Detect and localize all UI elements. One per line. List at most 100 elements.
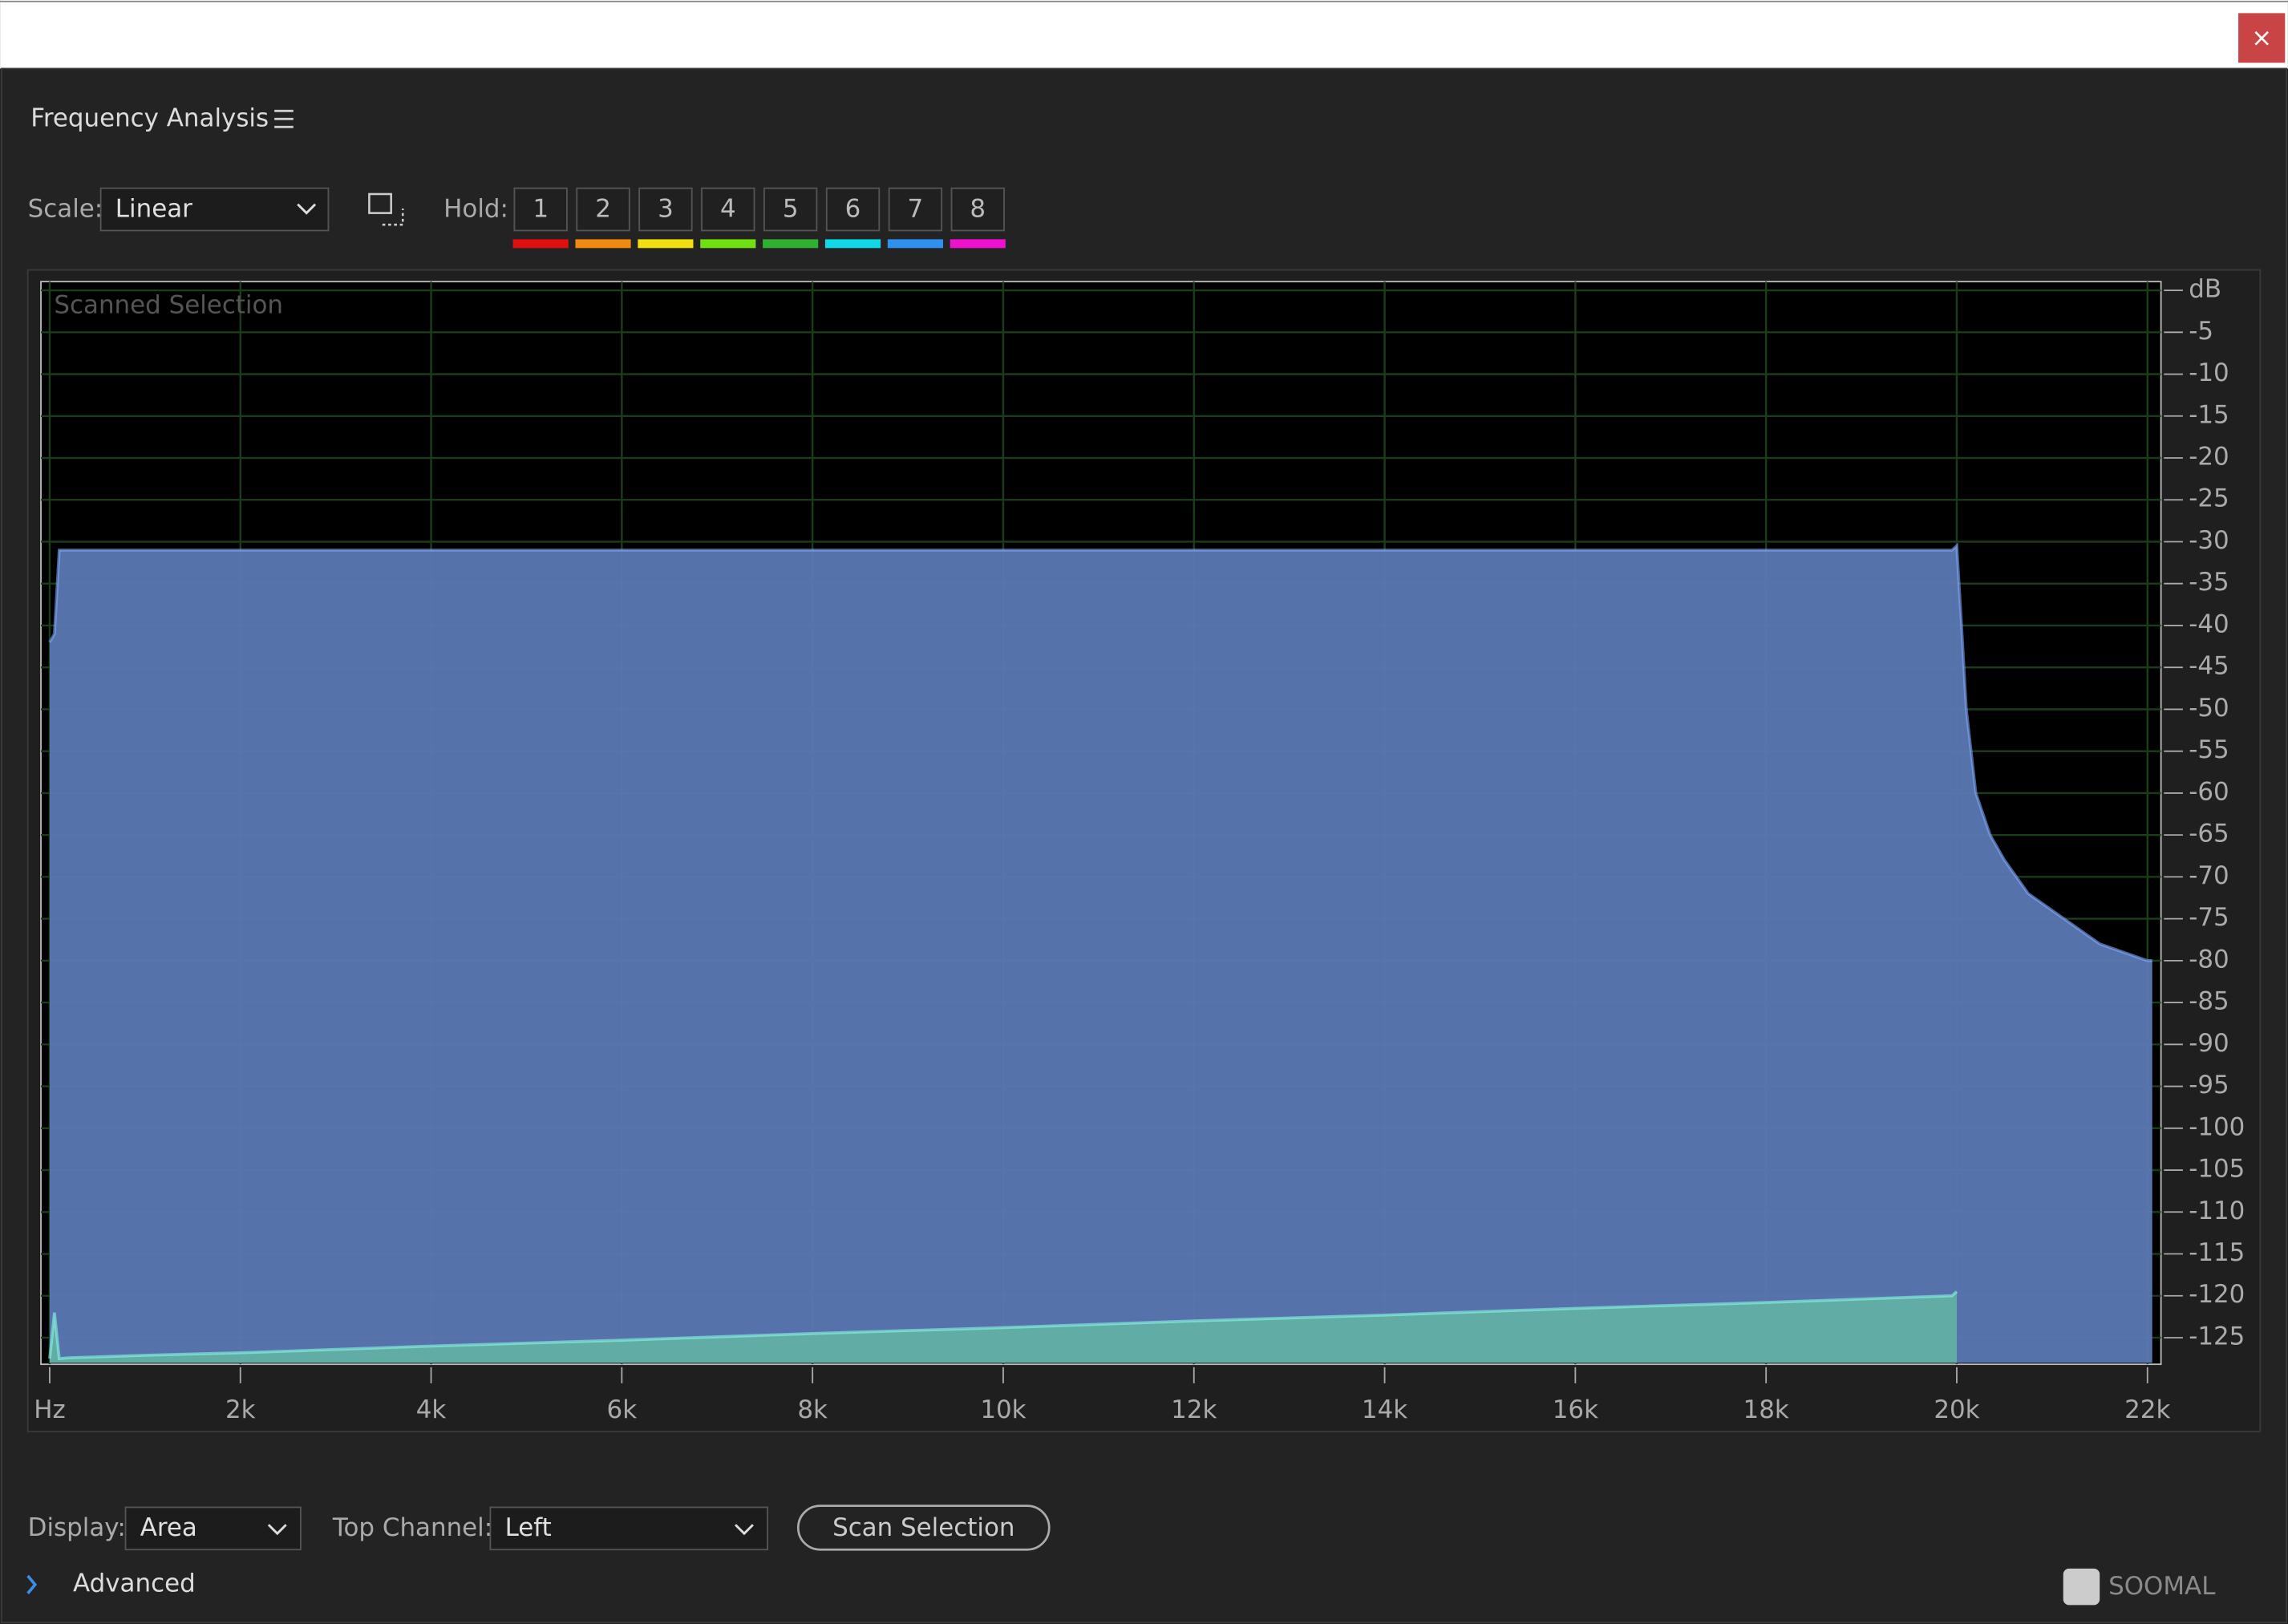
hold-color	[950, 239, 1006, 249]
marks	[48, 542, 2152, 1363]
y-tick-label: -55	[2189, 735, 2229, 764]
button-box	[796, 1505, 1051, 1551]
hold-color	[824, 239, 881, 249]
y-tick-label: -75	[2189, 903, 2229, 932]
y-tick-label: -50	[2189, 694, 2229, 723]
display-label: Display:	[28, 1513, 126, 1542]
hold-button[interactable]: 8	[950, 187, 1006, 249]
x-tick-label: Hz	[34, 1395, 65, 1424]
x-tick-label: 20k	[1934, 1395, 1979, 1424]
icon-dash	[382, 209, 404, 226]
hold-color	[512, 239, 569, 249]
title-bar	[0, 0, 2288, 69]
button-label: Scan Selection	[832, 1513, 1014, 1542]
area	[49, 1291, 1957, 1363]
scale-dropdown[interactable]: Linear	[99, 187, 330, 232]
y-tick-label: -70	[2189, 861, 2229, 890]
y-tick-label: -120	[2189, 1280, 2245, 1309]
x-tick-label: 2k	[225, 1395, 256, 1424]
x-tick-label: 18k	[1743, 1395, 1789, 1424]
area-outline	[48, 1290, 1958, 1361]
y-tick-label: -100	[2189, 1112, 2245, 1141]
y-tick-label: -30	[2189, 526, 2229, 555]
x-tick-label: 14k	[1362, 1395, 1407, 1424]
hold-box	[638, 187, 693, 232]
y-tick-label: -85	[2189, 987, 2229, 1016]
hold-button[interactable]: 6	[824, 187, 881, 249]
hold-button[interactable]: 3	[638, 187, 694, 249]
scale-label: Scale:	[28, 194, 103, 223]
dropdown-box	[99, 187, 330, 232]
hold-box	[888, 187, 943, 232]
dropdown-value: Linear	[115, 194, 192, 223]
hold-label: 3	[658, 194, 674, 223]
y-tick-label: -5	[2189, 317, 2213, 346]
x-tick-label: 16k	[1553, 1395, 1598, 1424]
hold-box	[825, 187, 881, 232]
x-tick-label: 8k	[797, 1395, 828, 1424]
menu-icon[interactable]	[274, 109, 294, 128]
hold-box	[701, 187, 755, 232]
y-tick-label: -45	[2189, 652, 2229, 681]
hold-label: 7	[908, 194, 924, 223]
hold-button[interactable]: 4	[700, 187, 756, 249]
hold-color	[887, 239, 943, 249]
hold-box	[513, 187, 568, 232]
hold-label: 8	[970, 194, 986, 223]
advanced-label: Advanced	[73, 1569, 196, 1598]
chevron	[26, 1574, 38, 1594]
hold-color	[763, 239, 819, 249]
hold-button[interactable]: 2	[575, 187, 631, 249]
chevron	[267, 1524, 287, 1536]
panel-title: Frequency Analysis	[30, 104, 269, 133]
chevron	[735, 1524, 754, 1536]
close-label: ×	[2251, 24, 2272, 53]
snapshot-icon[interactable]	[368, 192, 404, 226]
hold-color	[700, 239, 756, 249]
icon-rect	[368, 192, 392, 214]
dropdown-box	[489, 1506, 769, 1551]
y-tick-label: -110	[2189, 1197, 2245, 1225]
hold-button[interactable]: 1	[512, 187, 569, 249]
top-channel-dropdown[interactable]: Left	[489, 1506, 769, 1551]
area-outline	[48, 542, 2152, 962]
y-tick-label: -35	[2189, 568, 2229, 597]
y-tick-label: dB	[2189, 275, 2221, 304]
y-tick-label: -80	[2189, 945, 2229, 974]
hold-box	[950, 187, 1005, 232]
close-bg	[2238, 13, 2286, 63]
y-tick-label: -90	[2189, 1029, 2229, 1058]
y-tick-label: -40	[2189, 610, 2229, 638]
area	[49, 545, 2152, 1363]
hold-label: 2	[595, 194, 611, 223]
y-tick-label: -20	[2189, 443, 2229, 472]
hold-label: 6	[845, 194, 861, 223]
watermark: SOOMAL	[2108, 1572, 2216, 1601]
hold-color	[638, 239, 694, 249]
hold-box	[576, 187, 630, 232]
y-tick-label: -25	[2189, 484, 2229, 513]
display-dropdown[interactable]: Area	[124, 1506, 302, 1551]
hold-label: 4	[720, 194, 736, 223]
dropdown-value: Left	[505, 1513, 552, 1542]
x-tick-label: 22k	[2124, 1395, 2170, 1424]
close-button[interactable]: ×	[2238, 13, 2286, 63]
hold-label: Hold:	[443, 194, 508, 223]
chart-title: Scanned Selection	[54, 291, 283, 320]
top-channel-label: Top Channel:	[332, 1513, 492, 1542]
hold-color	[575, 239, 631, 249]
x-tick-label: 4k	[416, 1395, 447, 1424]
axes: Hz 2k 4k 6k 8k 10k 12k 14k 16k 18k 20k 22k dB -5 -10 -1…	[34, 275, 2245, 1424]
hold-button[interactable]: 7	[887, 187, 943, 249]
hold-button[interactable]: 5	[763, 187, 819, 249]
advanced-toggle[interactable]: Advanced	[26, 1569, 196, 1598]
y-tick-label: -105	[2189, 1155, 2245, 1184]
y-tick-label: -95	[2189, 1071, 2229, 1100]
y-tick-label: -125	[2189, 1322, 2245, 1351]
hold-buttons: 1 2 3 4 5 6 7 8	[512, 187, 1006, 249]
hold-label: 1	[533, 194, 549, 223]
watermark-logo	[2063, 1568, 2100, 1606]
scan-button[interactable]: Scan Selection	[796, 1505, 1051, 1551]
dropdown-value: Area	[140, 1513, 197, 1542]
